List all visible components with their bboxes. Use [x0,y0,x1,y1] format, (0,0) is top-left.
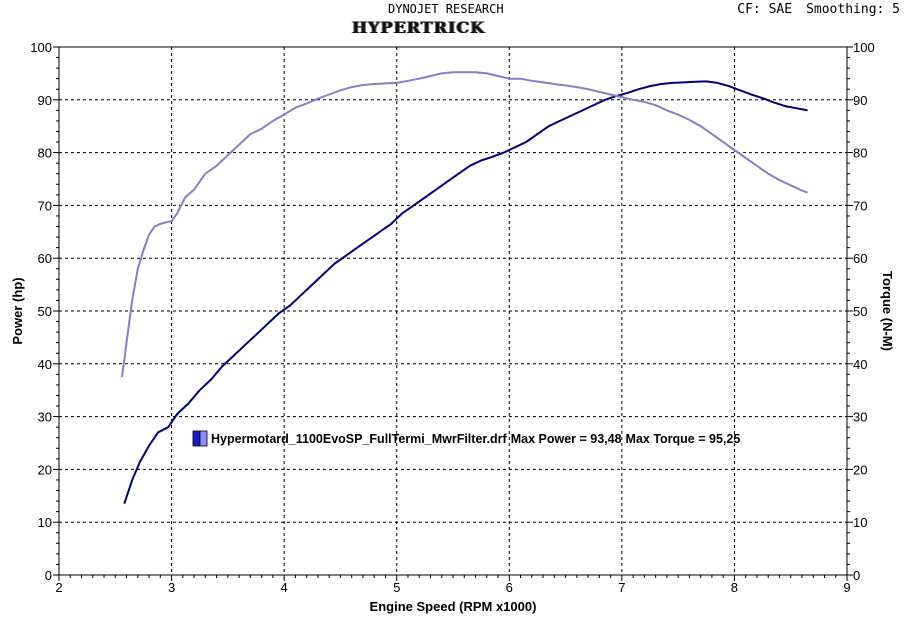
x-tick-label: 8 [731,580,738,595]
smoothing-label: Smoothing: 5 [806,2,900,17]
x-tick-label: 3 [168,580,175,595]
series-line-torque [121,71,808,378]
y-axis-left-title: Power (hp) [10,277,25,344]
y-left-tick-label: 70 [38,198,52,213]
series-layer [121,71,808,505]
series-line-power [123,80,808,505]
y-left-tick-label: 20 [38,462,52,477]
x-tick-label: 4 [281,580,288,595]
y-right-tick-label: 100 [853,40,875,55]
legend-file: Hypermotard_1100EvoSP_FullTermi_MwrFilte… [211,432,508,446]
y-left-tick-label: 10 [38,515,52,530]
y-right-tick-label: 60 [853,251,867,266]
y-right-tick-label: 0 [853,568,860,583]
cf-label: CF: SAE [737,2,793,17]
y-left-tick-label: 60 [38,251,52,266]
y-right-tick-label: 10 [853,515,867,530]
chart-title: HYPERTRICK [352,18,486,37]
legend: Hypermotard_1100EvoSP_FullTermi_MwrFilte… [192,430,740,447]
legend-label: Hypermotard_1100EvoSP_FullTermi_MwrFilte… [211,432,740,446]
y-left-tick-label: 80 [38,146,52,161]
settings-readout: CF: SAE Smoothing: 5 [723,2,900,17]
x-axis-title: Engine Speed (RPM x1000) [370,599,537,614]
y-right-tick-label: 40 [853,357,867,372]
x-tick-label: 6 [506,580,513,595]
y-left-tick-label: 100 [30,40,52,55]
grid [59,47,847,575]
lab-name: DYNOJET RESEARCH [388,2,504,16]
legend-max-power: Max Power = 93,48 [511,432,622,446]
y-left-tick-label: 0 [45,568,52,583]
y-axis-right-title: Torque (N-M) [880,271,895,351]
x-tick-label: 2 [55,580,62,595]
plot-area [58,46,848,576]
y-right-tick-label: 20 [853,462,867,477]
legend-swatch-light [199,430,208,447]
y-left-tick-label: 30 [38,410,52,425]
x-tick-label: 9 [843,580,850,595]
y-left-tick-label: 50 [38,304,52,319]
y-right-tick-label: 50 [853,304,867,319]
y-right-tick-label: 90 [853,93,867,108]
y-right-tick-label: 70 [853,198,867,213]
y-right-tick-label: 30 [853,410,867,425]
x-tick-label: 5 [393,580,400,595]
y-right-tick-label: 80 [853,146,867,161]
legend-swatch-dark [192,430,201,447]
x-tick-label: 7 [618,580,625,595]
legend-max-torque: Max Torque = 95,25 [626,432,741,446]
y-left-tick-label: 40 [38,357,52,372]
y-left-tick-label: 90 [38,93,52,108]
